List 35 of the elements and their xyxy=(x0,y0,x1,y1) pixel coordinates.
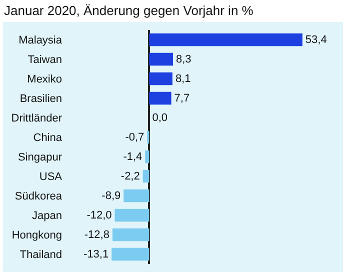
y-tick-label: China xyxy=(33,132,63,144)
bar xyxy=(114,208,150,222)
bar xyxy=(149,72,172,86)
data-label: 8,3 xyxy=(176,53,192,66)
y-tick-label: Malaysia xyxy=(18,34,63,47)
y-tick-label: Japan xyxy=(32,210,62,222)
bar xyxy=(112,248,150,261)
y-tick-label: Mexiko xyxy=(27,74,62,86)
data-label: 53,4 xyxy=(305,34,327,46)
data-label: -12,8 xyxy=(84,228,110,241)
data-label: -0,7 xyxy=(125,131,144,144)
y-tick-label: Drittländer xyxy=(11,112,62,125)
y-tick-label: Taiwan xyxy=(28,54,62,66)
data-label: 7,7 xyxy=(174,92,190,104)
data-label: -12,0 xyxy=(86,209,112,222)
bar xyxy=(142,170,150,183)
y-tick-label: Hongkong xyxy=(12,230,62,242)
y-tick-label: USA xyxy=(39,171,63,184)
data-label: -8,9 xyxy=(102,190,121,202)
data-label: 0,0 xyxy=(152,112,168,124)
y-tick-label: Singapur xyxy=(18,152,62,164)
bar xyxy=(124,189,150,202)
bar xyxy=(149,33,302,46)
bar xyxy=(149,52,173,66)
y-tick-label: Brasilien xyxy=(20,93,62,106)
data-label: -2,2 xyxy=(120,170,140,182)
bar xyxy=(112,228,150,242)
bar xyxy=(145,150,150,164)
data-label: 8,1 xyxy=(175,72,191,85)
y-tick-label: Thailand xyxy=(20,249,62,262)
data-label: -1,4 xyxy=(123,150,142,163)
bar xyxy=(149,92,172,105)
data-label: -13,1 xyxy=(84,248,109,260)
chart-title: Januar 2020, Änderung gegen Vorjahr in % xyxy=(3,2,254,20)
y-tick-label: Südkorea xyxy=(14,190,63,203)
